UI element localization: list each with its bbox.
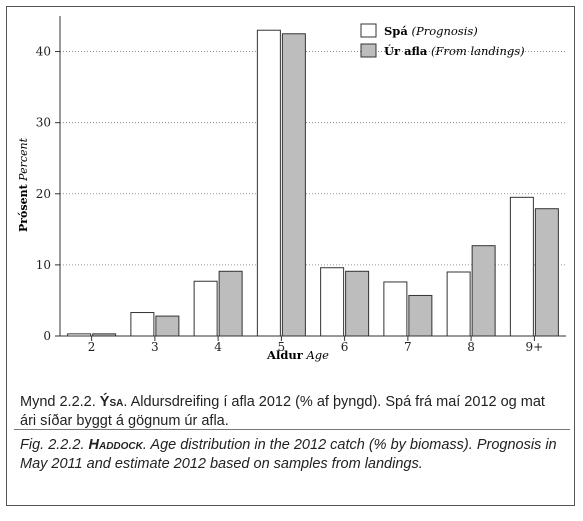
bar-prognosis-age-5 — [256, 29, 281, 337]
x-axis-label: Aldur Age — [266, 348, 329, 362]
y-tick-label: 0 — [43, 329, 51, 343]
x-ticks: 2 3 4 5 6 7 8 9+ — [88, 336, 543, 354]
x-tick-label: 4 — [214, 340, 222, 354]
y-axis-label: Prósent Percent — [17, 137, 30, 232]
bar-landings-age-4 — [218, 270, 243, 337]
y-tick-label: 20 — [36, 187, 51, 201]
legend-swatch-landings — [360, 43, 377, 58]
y-tick-label: 30 — [36, 116, 51, 130]
legend: Spá (Prognosis) Úr afla (From landings) — [360, 23, 525, 58]
y-tick-label: 40 — [36, 45, 51, 59]
bar-prognosis-age-3 — [130, 312, 155, 337]
bar-landings-age-9plus — [534, 208, 559, 337]
y-ticks: 0 10 20 30 40 — [36, 45, 60, 343]
x-tick-label: 3 — [151, 340, 159, 354]
bar-landings-age-8 — [471, 245, 496, 337]
gridlines — [60, 51, 566, 266]
caption-divider — [14, 429, 570, 430]
bar-prognosis-age-8 — [446, 271, 471, 337]
bar-prognosis-age-6 — [320, 267, 345, 337]
x-tick-label: 8 — [467, 340, 475, 354]
bar-prognosis-age-7 — [383, 281, 408, 337]
legend-label-landings: Úr afla (From landings) — [384, 44, 525, 58]
bar-landings-age-7 — [408, 294, 433, 337]
bar-landings-age-3 — [155, 315, 180, 337]
legend-label-prognosis: Spá (Prognosis) — [384, 24, 478, 38]
caption-english: Fig. 2.2.2. Haddock. Age distribution in… — [20, 437, 557, 472]
x-tick-label: 5 — [278, 340, 286, 354]
bars — [67, 29, 559, 337]
x-tick-label: 7 — [404, 340, 412, 354]
bar-landings-age-6 — [345, 270, 370, 337]
caption-icelandic: Mynd 2.2.2. Ýsa. Aldursdreifing í afla 2… — [20, 394, 545, 429]
x-tick-label: 2 — [88, 340, 96, 354]
y-tick-label: 10 — [36, 258, 51, 272]
bar-prognosis-age-9plus — [509, 196, 534, 337]
x-tick-label: 6 — [341, 340, 349, 354]
x-tick-label: 9+ — [526, 340, 544, 354]
bar-prognosis-age-4 — [193, 280, 218, 337]
legend-swatch-prognosis — [360, 23, 377, 38]
bar-landings-age-5 — [281, 33, 306, 337]
